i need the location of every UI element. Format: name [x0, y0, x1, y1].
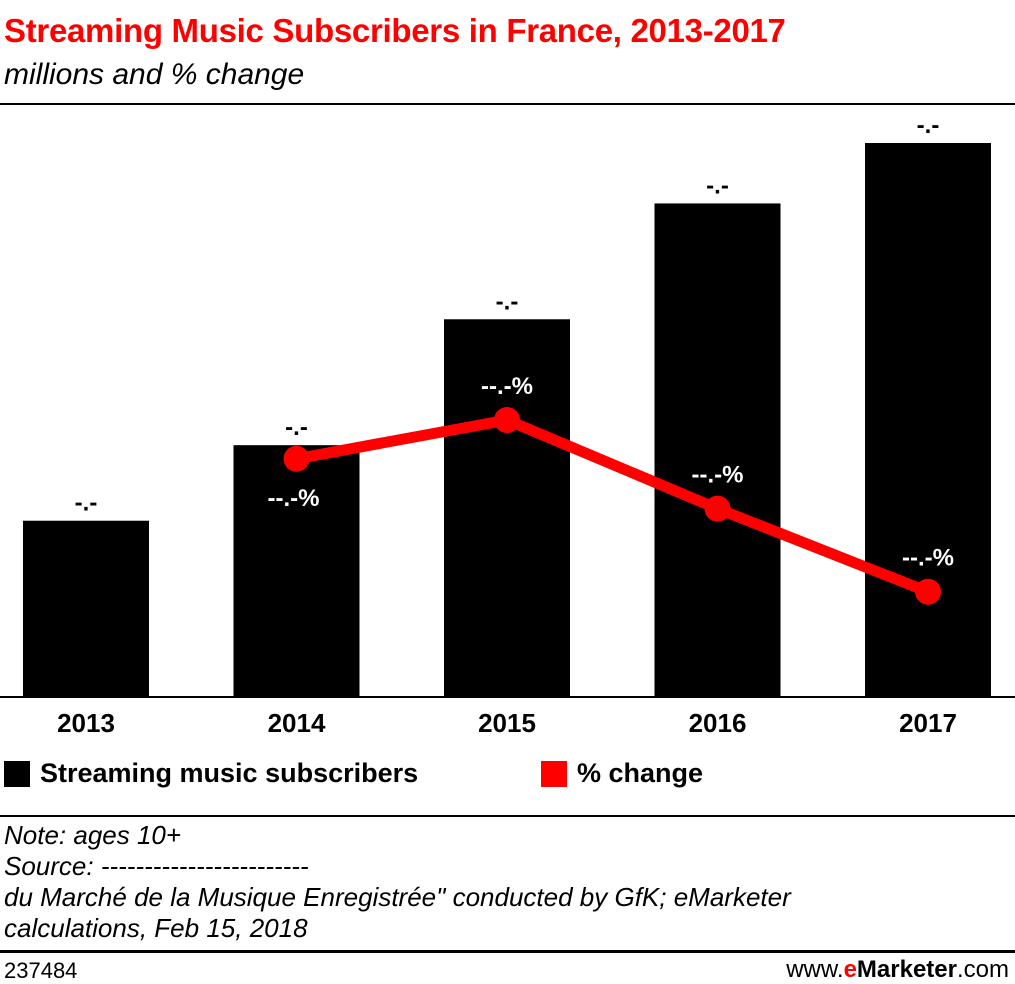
chart-id: 237484	[4, 958, 78, 983]
header-rule	[0, 103, 1015, 105]
percent-change-point	[915, 578, 941, 605]
percent-change-point	[494, 407, 520, 433]
percent-change-label: --.-%	[692, 462, 744, 489]
bar	[654, 203, 781, 697]
x-tick-label: 2015	[478, 708, 536, 738]
chart-subtitle: millions and % change	[4, 58, 305, 91]
bar	[444, 319, 570, 697]
legend: Streaming music subscribers % change	[0, 758, 1015, 798]
percent-change-label: --.-%	[481, 373, 533, 400]
brand-prefix: www.	[786, 956, 844, 983]
percent-change-line	[295, 414, 931, 597]
bar-value-label: -.-	[496, 288, 519, 315]
brand-url: www.eMarketer.com	[786, 956, 1009, 984]
x-tick-label: 2014	[268, 708, 326, 738]
bar	[865, 143, 991, 697]
x-tick-label: 2016	[689, 708, 747, 738]
bar-value-label: -.-	[917, 112, 940, 139]
legend-label-change: % change	[577, 758, 704, 788]
brand-suffix: .com	[956, 956, 1009, 983]
note-line: Note: ages 10+	[4, 820, 182, 850]
bar-value-label: -.-	[75, 490, 98, 517]
brand-name: Marketer	[856, 956, 957, 983]
notes-rule	[0, 815, 1015, 817]
chart-title: Streaming Music Subscribers in France, 2…	[4, 12, 786, 49]
bar-value-label: -.-	[706, 172, 729, 199]
footer-rule	[0, 950, 1015, 953]
x-tick-label: 2013	[57, 708, 115, 738]
source-line: Source: ------------------------	[4, 851, 309, 881]
percent-change-label: --.-%	[268, 485, 320, 512]
source-line: du Marché de la Musique Enregistrée" con…	[4, 882, 791, 912]
notes: Note: ages 10+ Source: -----------------…	[4, 820, 791, 944]
legend-swatch-change	[541, 760, 567, 787]
legend-item-change: % change	[541, 758, 703, 789]
percent-change-point	[704, 495, 731, 522]
legend-label-subscribers: Streaming music subscribers	[40, 758, 419, 788]
x-tick-label: 2017	[899, 708, 957, 738]
percent-change-label: --.-%	[902, 545, 954, 572]
percent-change-point	[283, 445, 310, 472]
bar	[23, 520, 149, 697]
bar-value-label: -.-	[285, 414, 308, 441]
legend-item-subscribers: Streaming music subscribers	[4, 758, 418, 789]
chart-area: -.- 2013 -.- 2014 -.- 2015 -.- 2016 -.- 2017 --.-%…	[0, 112, 1015, 738]
source-line: calculations, Feb 15, 2018	[4, 913, 308, 943]
legend-swatch-subscribers	[4, 760, 30, 787]
bar	[233, 445, 360, 697]
brand-e: e	[843, 956, 857, 983]
